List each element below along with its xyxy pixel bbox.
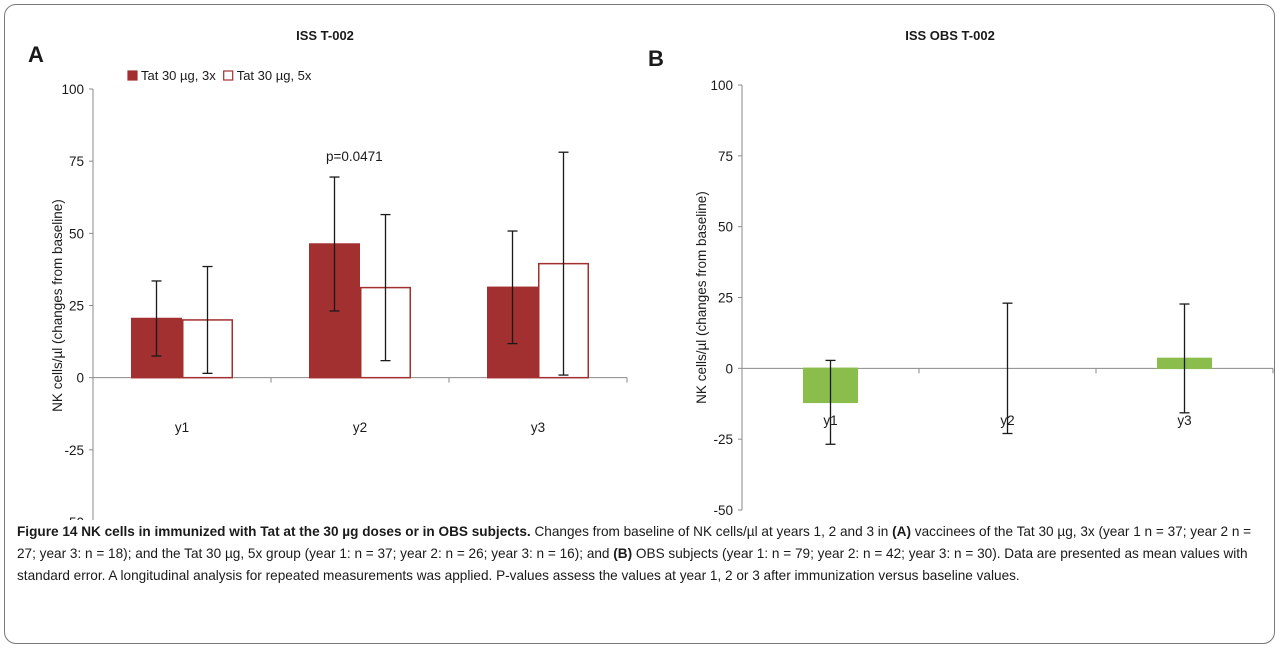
figure-caption: Figure 14 NK cells in immunized with Tat… [17, 521, 1269, 587]
legend-swatch [127, 70, 138, 81]
panel-label: B [648, 46, 664, 71]
legend-label: Tat 30 µg, 3x [141, 68, 216, 83]
y-tick-label: -25 [713, 432, 733, 447]
y-tick-label: 0 [76, 371, 84, 386]
caption-title: Figure 14 NK cells in immunized with Tat… [17, 524, 531, 539]
y-tick-label: 0 [725, 361, 733, 376]
y-tick-label: 100 [710, 78, 733, 93]
y-tick-label: 75 [718, 149, 733, 164]
figure-charts: A ISS T-002 NK cells/µl (changes from base… [28, 28, 1274, 520]
caption-text-2: vaccinees of the Tat 30 µg, 3x (year 1 n… [17, 524, 1252, 561]
legend-swatch [223, 70, 234, 81]
panel-title: ISS OBS T-002 [905, 28, 995, 43]
y-tick-label: 75 [69, 154, 84, 169]
y-tick-label: 100 [61, 82, 84, 97]
y-tick-label: -25 [64, 443, 84, 458]
chart-panel-b: B ISS OBS T-002 NK cells/µl (changes from … [648, 28, 1274, 518]
category-label: y1 [175, 420, 189, 435]
caption-label-a: (A) [892, 524, 912, 539]
y-tick-label: 25 [69, 299, 84, 314]
caption-label-b: (B) [613, 546, 633, 561]
panel-label: A [28, 42, 44, 67]
caption-text-3: OBS subjects (year 1: n = 79; year 2: n … [17, 546, 1248, 583]
y-axis-label: NK cells/µl (changes from baseline) [50, 199, 65, 412]
category-label: y2 [353, 420, 367, 435]
y-tick-label: 50 [69, 226, 84, 241]
p-value-annotation: p=0.0471 [326, 149, 383, 164]
y-tick-label: 25 [718, 291, 733, 306]
category-label: y3 [1177, 413, 1191, 428]
category-label: y3 [531, 420, 545, 435]
y-tick-label: -50 [64, 515, 84, 520]
y-axis-label: NK cells/µl (changes from baseline) [694, 191, 709, 404]
caption-text-1: Changes from baseline of NK cells/µl at … [530, 524, 893, 539]
legend-label: Tat 30 µg, 5x [237, 68, 312, 83]
panel-title: ISS T-002 [296, 28, 354, 43]
y-tick-label: -50 [713, 503, 733, 518]
y-tick-label: 50 [718, 220, 733, 235]
chart-panel-a: A ISS T-002 NK cells/µl (changes from base… [28, 28, 628, 520]
